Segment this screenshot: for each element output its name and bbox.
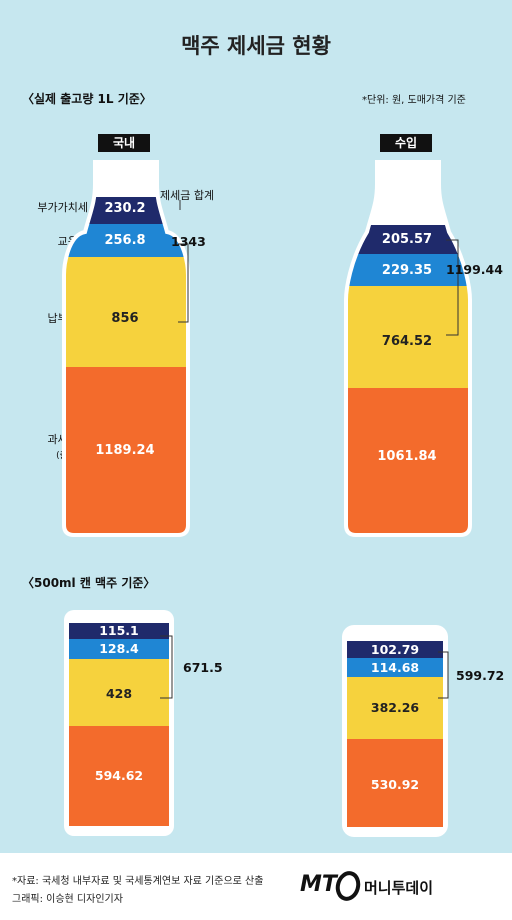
- b1-vat-value: 230.2: [104, 201, 146, 216]
- c2-total-value: 599.72: [456, 668, 505, 683]
- can-import-seg-base: [347, 739, 443, 827]
- unit-note: *단위: 원, 도매가격 기준: [362, 95, 466, 106]
- c2-liquor-value: 382.26: [370, 700, 420, 715]
- bottle-import: [346, 162, 470, 535]
- b2-vat-value: 205.57: [381, 232, 433, 247]
- tag-import: 수입: [380, 134, 432, 152]
- b1-base-value: 1189.24: [95, 443, 155, 458]
- can-import: [342, 625, 448, 837]
- can-import-seg-vat: [347, 641, 443, 658]
- can-domestic-seg-liquor: [69, 659, 169, 726]
- can-import-seg-edu: [347, 658, 443, 677]
- footer-source: *자료: 국세청 내부자료 및 국세통계연보 자료 기준으로 산출: [12, 876, 264, 887]
- b2-base-value: 1061.84: [377, 449, 437, 464]
- b1-liquor-value: 856: [111, 311, 139, 326]
- b2-liquor-value: 764.52: [381, 334, 433, 349]
- b1-total-value: 1343: [171, 234, 206, 249]
- c2-vat-value: 102.79: [370, 642, 420, 657]
- section-label-1l: 〈실제 출고량 1L 기준〉: [22, 92, 152, 106]
- bottle-import-outline: [344, 160, 472, 537]
- can-domestic-seg-edu: [69, 639, 169, 659]
- page-title: 맥주 제세금 현황: [181, 34, 331, 58]
- tag-domestic: 국내: [98, 134, 150, 152]
- bracket-import: [446, 239, 459, 336]
- can-domestic: [64, 610, 174, 836]
- bottle-domestic: [64, 162, 188, 535]
- footer: [0, 853, 512, 920]
- footer-credit: 그래픽: 이승현 디자인기자: [12, 894, 123, 905]
- c1-base-value: 594.62: [94, 768, 144, 783]
- label-vat: 부가가치세: [37, 201, 88, 214]
- can-domestic-seg-base: [69, 726, 169, 826]
- bottle-domestic-seg-base: [64, 367, 188, 535]
- tax-total-label: 제세금 합계: [160, 189, 215, 202]
- mt-logo: MT: [300, 872, 337, 897]
- c1-edu-value: 128.4: [99, 641, 139, 656]
- c1-liquor-value: 428: [105, 686, 133, 701]
- bottle-chart-svg: [62, 160, 472, 837]
- bracket-domestic: [178, 243, 189, 323]
- bottle-domestic-outline: [62, 160, 190, 537]
- bracket-can-import: [438, 651, 449, 699]
- bottle-import-seg-liquor: [346, 286, 470, 388]
- b2-total-value: 1199.44: [446, 262, 503, 277]
- c2-edu-value: 114.68: [370, 660, 420, 675]
- can-domestic-seg-vat: [69, 623, 169, 639]
- c2-base-value: 530.92: [370, 777, 420, 792]
- brand-name: 머니투데이: [364, 879, 434, 897]
- b1-edu-value: 256.8: [104, 233, 146, 248]
- section-label-500ml: 〈500ml 캔 맥주 기준〉: [22, 576, 156, 590]
- b2-edu-value: 229.35: [381, 263, 433, 278]
- bottle-domestic-seg-liquor: [64, 257, 188, 367]
- bottle-import-seg-edu: [346, 254, 470, 286]
- c1-total-value: 671.5: [183, 660, 223, 675]
- mt-logo-icon: [335, 871, 361, 901]
- bottle-import-seg-base: [346, 388, 470, 535]
- bracket-can-domestic: [160, 635, 173, 699]
- c1-vat-value: 115.1: [99, 623, 139, 638]
- can-import-seg-liquor: [347, 677, 443, 739]
